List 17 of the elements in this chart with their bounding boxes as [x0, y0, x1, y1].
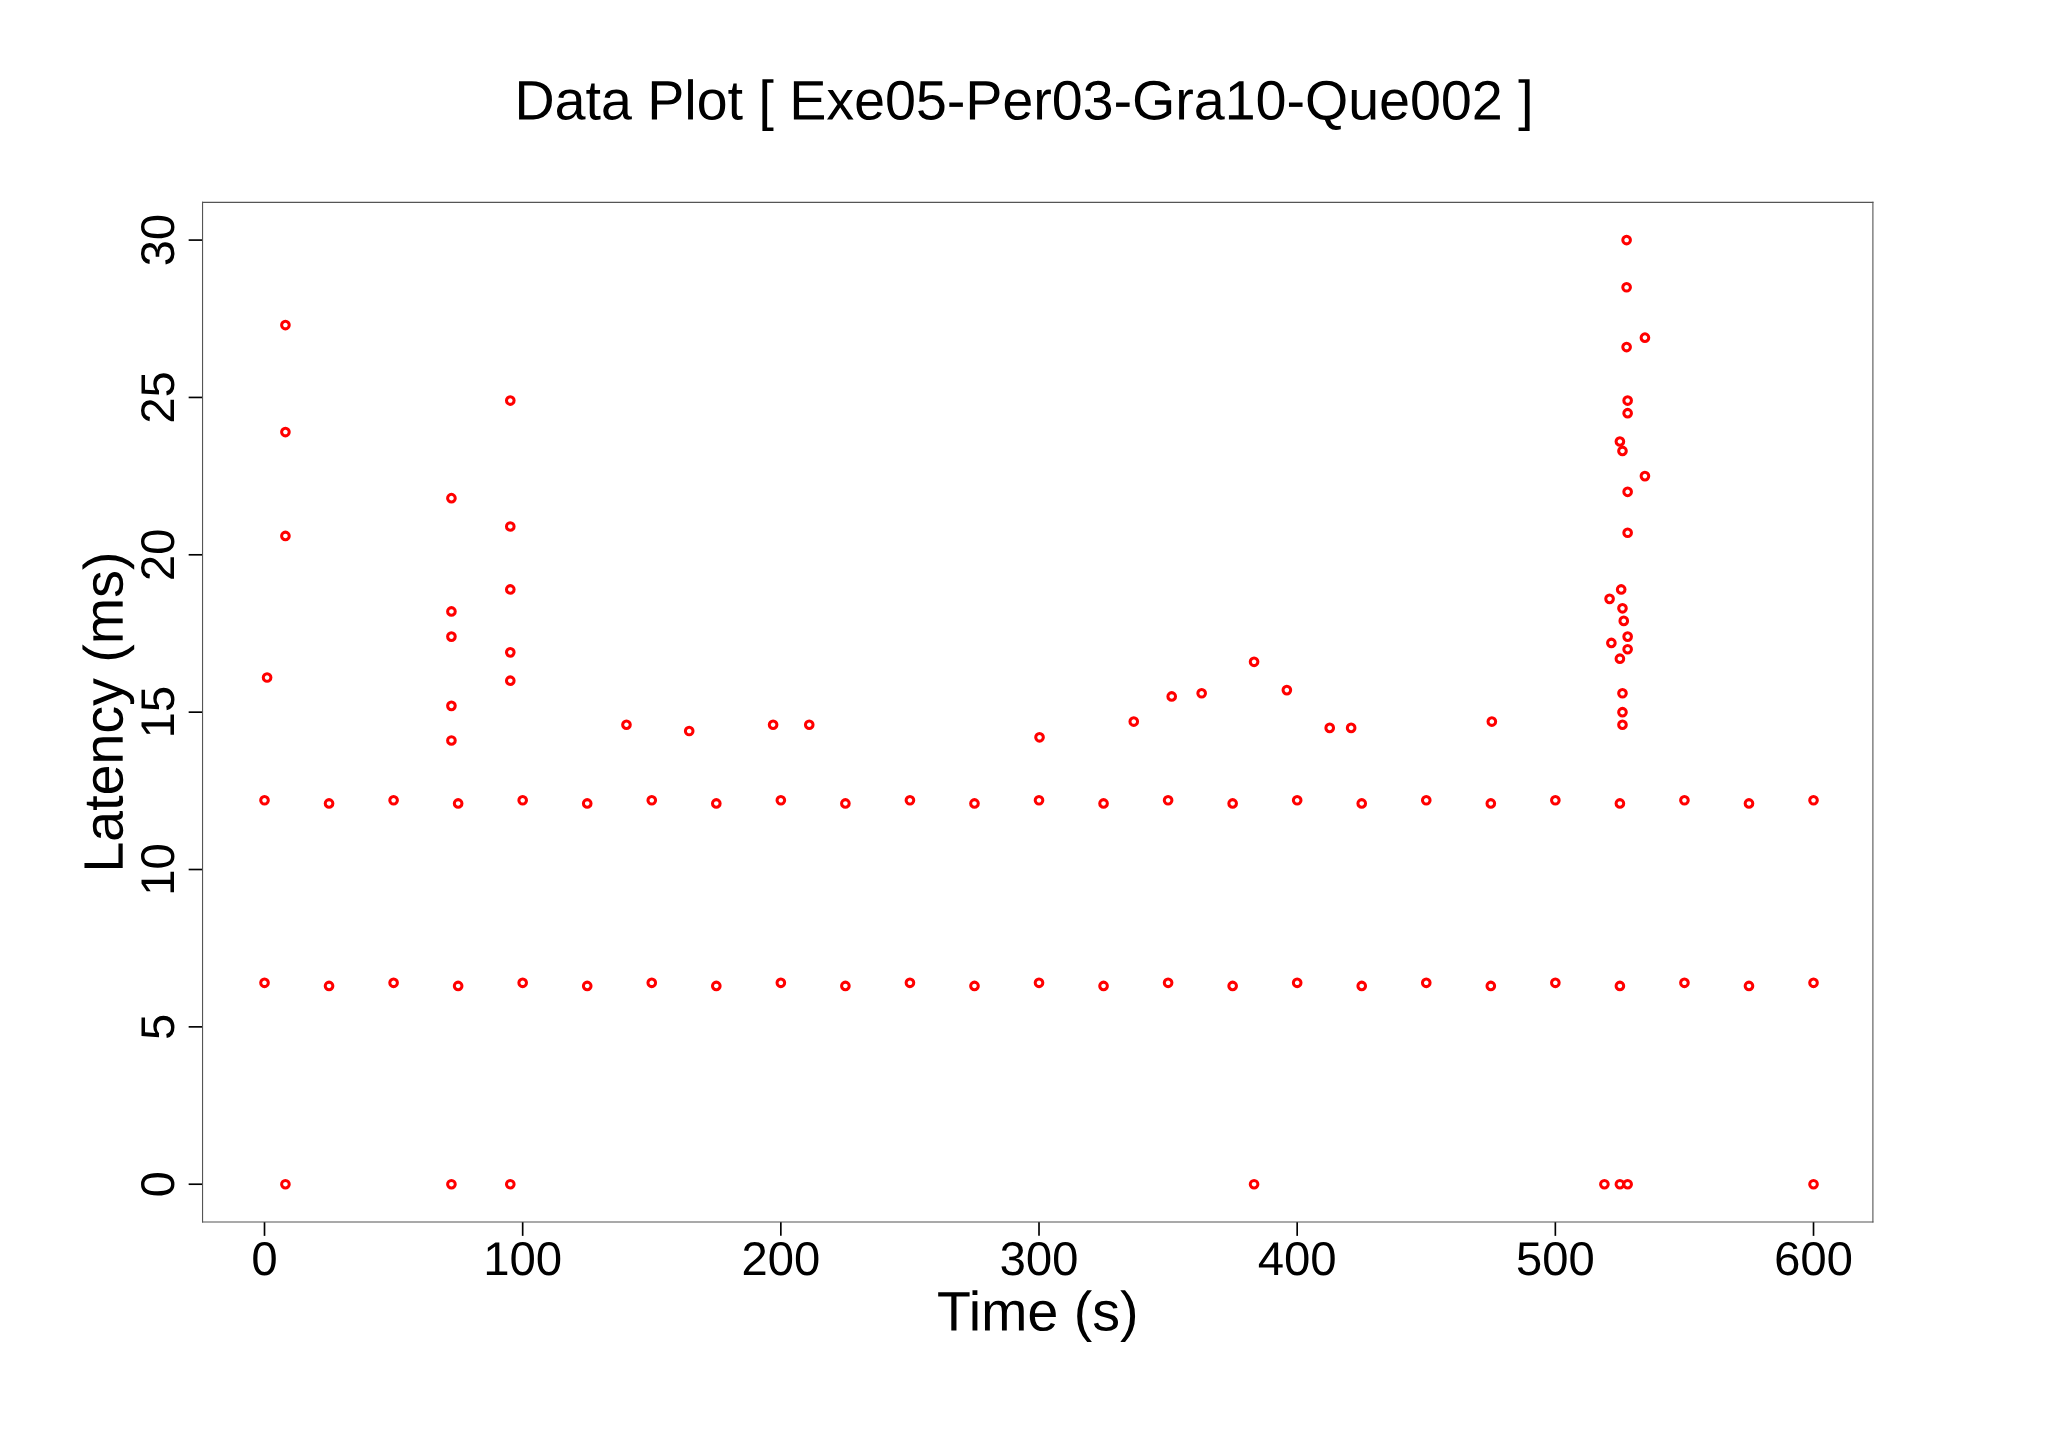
x-tick-label: 400 [1258, 1241, 1335, 1276]
x-tick-label: 500 [1517, 1241, 1593, 1276]
y-tick-label: 5 [141, 1015, 175, 1039]
x-tick-label: 100 [486, 1241, 561, 1276]
y-tick-label: 30 [141, 215, 175, 265]
y-tick-label: 20 [141, 530, 175, 579]
x-tick-label: 600 [1776, 1241, 1852, 1276]
y-tick-label: 0 [141, 1172, 175, 1196]
y-axis-title: Latency (ms) [82, 555, 135, 869]
y-tick-label: 25 [141, 373, 175, 422]
x-tick-label: 200 [743, 1241, 819, 1276]
chart-title: Data Plot [ Exe05-Per03-Gra10-Que002 ] [519, 79, 1530, 131]
x-tick-label: 300 [1001, 1241, 1077, 1276]
x-tick-label: 0 [253, 1241, 276, 1276]
y-tick-label: 10 [141, 845, 175, 893]
x-axis-title: Time (s) [938, 1290, 1136, 1343]
y-tick-label: 15 [141, 687, 175, 735]
